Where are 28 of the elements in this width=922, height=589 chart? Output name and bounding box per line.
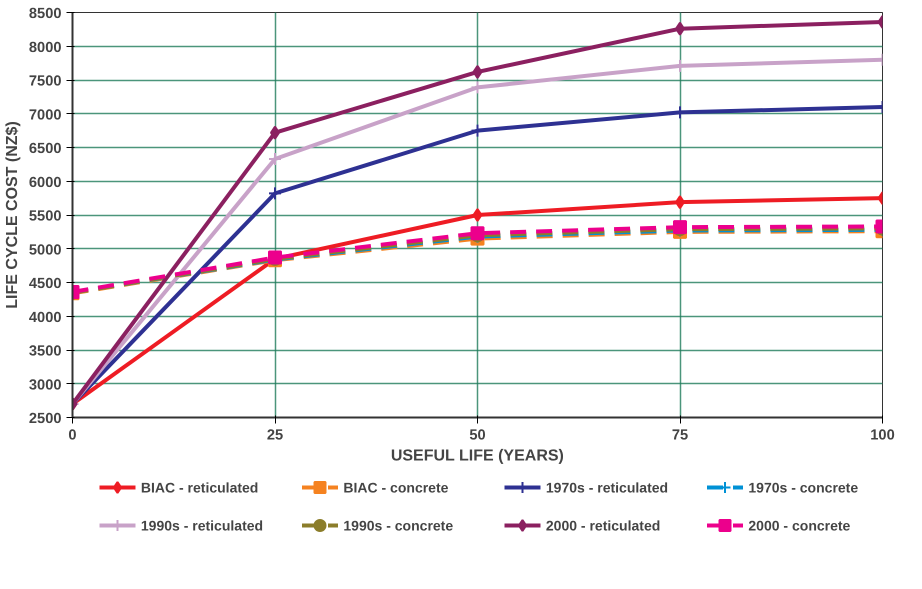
legend-label: 2000 - reticulated (546, 518, 660, 534)
legend-label: 2000 - concrete (748, 518, 851, 534)
y-axis-title: LIFE CYCLE COST (NZ$) (4, 121, 21, 309)
legend-label: BIAC - reticulated (140, 480, 258, 496)
legend-label: 1970s - reticulated (546, 480, 668, 496)
y-tick-label: 6000 (28, 174, 62, 191)
x-tick-label: 50 (469, 428, 486, 444)
y-tick-label: 4000 (28, 310, 62, 326)
y-tick-label: 8000 (28, 40, 62, 56)
legend-label: 1970s - concrete (748, 480, 858, 496)
y-tick-label: 7500 (28, 74, 62, 90)
legend-label: 1990s - reticulated (140, 518, 264, 534)
x-tick-label: 100 (870, 428, 895, 444)
x-tick-label: 0 (68, 428, 77, 444)
y-tick-label: 7000 (28, 107, 62, 124)
y-tick-label: 5000 (28, 242, 62, 258)
y-tick-label: 8500 (28, 6, 62, 22)
y-tick-label: 2500 (28, 411, 62, 427)
x-axis-title: USEFUL LIFE (YEARS) (390, 448, 564, 464)
x-tick-label: 25 (266, 428, 284, 444)
x-tick-label: 75 (672, 428, 688, 444)
legend-label: BIAC - concrete (343, 480, 449, 496)
y-tick-label: 6500 (28, 141, 62, 157)
legend-label: 1990s - concrete (343, 518, 454, 534)
y-tick-label: 5500 (28, 208, 62, 224)
y-tick-label: 3000 (28, 377, 62, 394)
y-tick-label: 4500 (28, 276, 62, 292)
y-tick-label: 3500 (28, 344, 62, 360)
